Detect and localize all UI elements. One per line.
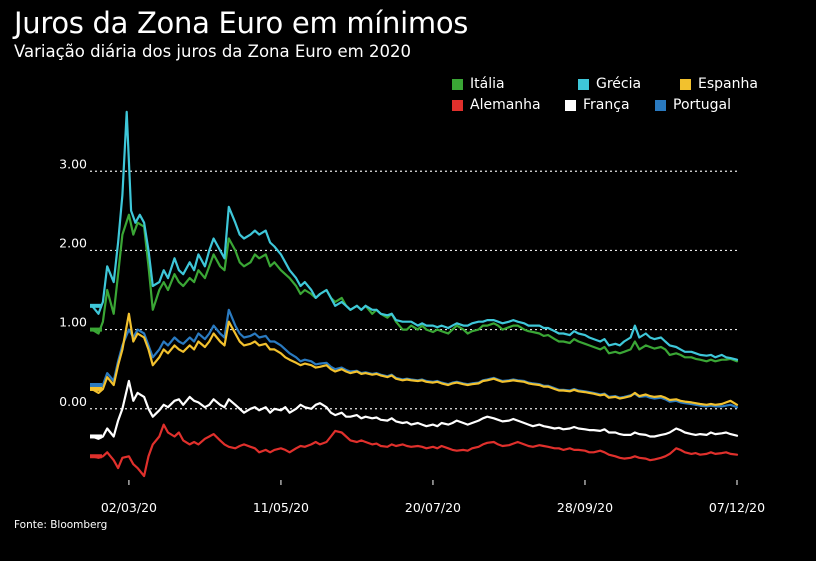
y-tick-label: 0.00 (59, 394, 87, 409)
series-line-italia (90, 213, 739, 363)
y-tick-label: 3.00 (59, 156, 87, 171)
series-line-grecia (90, 110, 739, 361)
legend-swatch (578, 78, 589, 90)
legend-label: Itália (470, 76, 505, 92)
series-start-marker (90, 327, 102, 332)
series-start-marker (90, 383, 102, 387)
y-axis-ticks: 0.00 1.00 2.00 3.00 (59, 156, 87, 409)
legend-swatch (565, 99, 576, 111)
x-axis-ticks: 02/03/20 11/05/20 20/07/20 28/09/20 07/12/20 (101, 480, 765, 515)
legend-item-portugal: Portugal (655, 97, 731, 113)
series-start-marker (90, 386, 102, 391)
x-tick-label: 20/07/20 (405, 500, 461, 515)
chart-subtitle: Variação diária dos juros da Zona Euro e… (14, 42, 411, 61)
chart-title: Juros da Zona Euro em mínimos (14, 6, 469, 40)
legend-swatch (452, 78, 463, 90)
legend-label: França (583, 97, 630, 113)
legend-swatch (452, 99, 463, 111)
legend-swatch (680, 78, 691, 90)
source-note: Fonte: Bloomberg (14, 519, 108, 531)
series-line-espanha (90, 312, 739, 406)
legend-swatch (655, 99, 666, 111)
legend-label: Espanha (698, 76, 758, 92)
series-line-alemanha (90, 423, 739, 478)
legend-item-franca: França (565, 97, 630, 113)
x-tick-label: 11/05/20 (253, 500, 309, 515)
series-lines (90, 110, 739, 478)
series-start-marker (90, 434, 102, 439)
legend-label: Grécia (596, 76, 642, 92)
y-tick-label: 1.00 (59, 315, 87, 330)
series-start-marker (90, 303, 102, 308)
y-tick-label: 2.00 (59, 235, 87, 250)
legend-label: Portugal (673, 97, 731, 113)
series-line-franca (90, 379, 739, 440)
legend-item-italia: Itália (452, 76, 505, 92)
grid-lines (90, 170, 740, 410)
legend-item-espanha: Espanha (680, 76, 758, 92)
legend-item-grecia: Grécia (578, 76, 641, 92)
x-tick-label: 28/09/20 (557, 500, 613, 515)
legend-label: Alemanha (470, 97, 541, 113)
legend-item-alemanha: Alemanha (452, 97, 541, 113)
series-start-marker (90, 454, 102, 459)
x-tick-label: 07/12/20 (709, 500, 765, 515)
x-tick-label: 02/03/20 (101, 500, 157, 515)
